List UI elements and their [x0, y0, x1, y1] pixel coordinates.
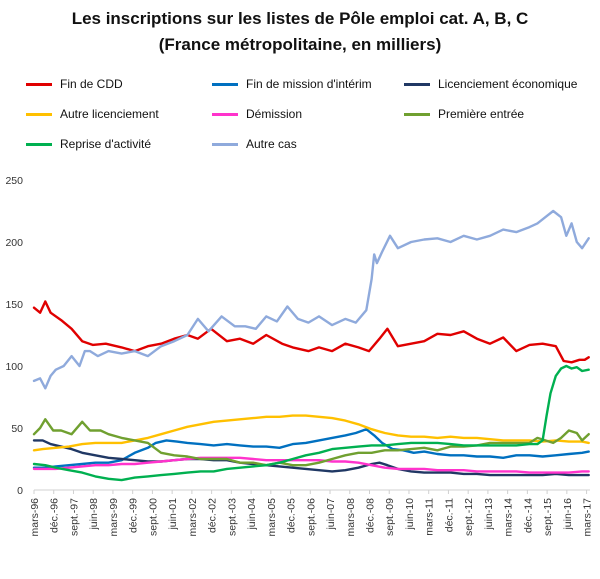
series-line-premiere-entree: [32, 418, 590, 467]
x-tick-label: sept.-00: [147, 498, 159, 536]
y-tick-label: 0: [17, 485, 23, 497]
series-line-autre-licenciement: [32, 414, 590, 452]
x-tick-label: juin-13: [483, 498, 495, 531]
legend-item-fin-de-mission: Fin de mission d'intérim: [212, 70, 372, 98]
legend-item-premiere-entree: Première entrée: [404, 100, 524, 128]
x-tick-label: sept.-97: [69, 498, 81, 536]
x-tick-label: juin-16: [562, 498, 574, 531]
chart-legend: Fin de CDD Fin de mission d'intérim Lice…: [0, 70, 600, 160]
y-tick-label: 100: [5, 361, 23, 373]
x-tick-label: juin-10: [404, 498, 416, 531]
y-tick-label: 50: [11, 423, 23, 435]
x-tick-label: mars-05: [266, 498, 278, 537]
x-tick-label: juin-01: [167, 498, 179, 531]
legend-item-autre-cas: Autre cas: [212, 130, 297, 158]
chart-title: Les inscriptions sur les listes de Pôle …: [0, 6, 600, 58]
legend-swatch-reprise-activite: [26, 142, 52, 146]
x-tick-label: sept.-12: [463, 498, 475, 536]
x-tick-label: juin-04: [246, 498, 258, 531]
x-tick-label: déc.-14: [522, 498, 534, 533]
x-tick-label: juin-98: [88, 498, 100, 531]
x-tick-label: mars-14: [503, 498, 515, 537]
legend-swatch-licenciement-economique: [404, 82, 430, 86]
x-tick-label: juin-07: [325, 498, 337, 531]
x-tick-label: sept.-06: [305, 498, 317, 536]
legend-item-fin-de-cdd: Fin de CDD: [26, 70, 123, 98]
legend-label-demission: Démission: [246, 107, 303, 121]
chart-title-line-2: (France métropolitaine, en milliers): [158, 35, 442, 54]
x-tick-label: mars-11: [424, 498, 436, 536]
legend-item-demission: Démission: [212, 100, 302, 128]
legend-label-reprise-activite: Reprise d'activité: [60, 137, 151, 151]
legend-item-autre-licenciement: Autre licenciement: [26, 100, 159, 128]
x-tick-label: mars-08: [345, 498, 357, 537]
legend-item-reprise-activite: Reprise d'activité: [26, 130, 151, 158]
x-tick-label: mars-99: [108, 498, 120, 537]
x-tick-label: sept.-15: [542, 498, 554, 536]
legend-swatch-premiere-entree: [404, 112, 430, 116]
x-tick-label: mars-96: [29, 498, 41, 537]
x-tick-label: déc.-99: [128, 498, 140, 533]
series-line-demission: [32, 456, 590, 474]
series-line-fin-de-mission-d-interim: [32, 428, 590, 469]
legend-swatch-demission: [212, 112, 238, 116]
legend-label-autre-cas: Autre cas: [246, 137, 297, 151]
x-tick-label: mars-17: [582, 498, 594, 537]
x-tick-label: déc.-11: [443, 498, 455, 532]
y-tick-label: 250: [5, 175, 23, 187]
chart-title-line-1: Les inscriptions sur les listes de Pôle …: [71, 9, 529, 28]
legend-label-licenciement-economique: Licenciement économique: [438, 77, 578, 91]
legend-swatch-autre-licenciement: [26, 112, 52, 116]
series-line-fin-de-cdd: [32, 300, 590, 364]
x-tick-label: déc.-08: [365, 498, 377, 533]
x-tick-label: sept.-09: [384, 498, 396, 536]
legend-label-fin-de-mission: Fin de mission d'intérim: [246, 77, 372, 91]
x-tick-label: déc.-96: [49, 498, 61, 533]
x-tick-label: déc.-02: [207, 498, 219, 533]
x-tick-label: mars-02: [187, 498, 199, 537]
x-tick-label: déc.-05: [286, 498, 298, 533]
y-tick-label: 150: [5, 299, 23, 311]
legend-swatch-fin-de-mission: [212, 82, 238, 86]
series-line-licenciement-economique: [32, 439, 590, 477]
legend-label-autre-licenciement: Autre licenciement: [60, 107, 159, 121]
legend-item-licenciement-economique: Licenciement économique: [404, 70, 577, 98]
legend-swatch-autre-cas: [212, 142, 238, 146]
y-tick-label: 200: [5, 237, 23, 249]
legend-label-premiere-entree: Première entrée: [438, 107, 525, 121]
x-tick-label: sept.-03: [226, 498, 238, 536]
legend-swatch-fin-de-cdd: [26, 82, 52, 86]
series-line-reprise-d-activite: [32, 364, 590, 482]
series-line-autre-cas: [32, 209, 590, 390]
legend-label-fin-de-cdd: Fin de CDD: [60, 77, 123, 91]
